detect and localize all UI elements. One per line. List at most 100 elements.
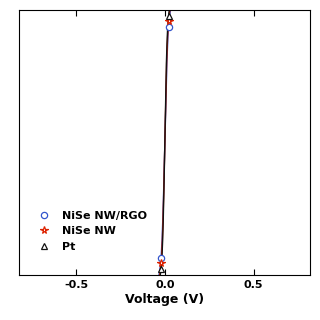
NiSe NW/RGO bbox=[107, 280, 111, 284]
NiSe NW bbox=[301, 1, 305, 4]
NiSe NW/RGO bbox=[47, 280, 51, 284]
NiSe NW bbox=[256, 1, 260, 4]
NiSe NW bbox=[100, 280, 103, 284]
Pt bbox=[271, 1, 275, 4]
Pt bbox=[129, 280, 133, 284]
NiSe NW bbox=[189, 1, 193, 4]
NiSe NW/RGO bbox=[167, 25, 171, 29]
NiSe NW/RGO bbox=[84, 280, 88, 284]
NiSe NW/RGO bbox=[286, 1, 290, 4]
NiSe NW bbox=[159, 261, 163, 265]
NiSe NW bbox=[174, 1, 178, 4]
Pt bbox=[279, 1, 283, 4]
NiSe NW bbox=[204, 1, 208, 4]
NiSe NW/RGO bbox=[69, 280, 73, 284]
Pt bbox=[189, 1, 193, 4]
NiSe NW bbox=[181, 1, 185, 4]
NiSe NW/RGO bbox=[92, 280, 96, 284]
NiSe NW bbox=[196, 1, 200, 4]
NiSe NW/RGO bbox=[196, 1, 200, 4]
NiSe NW/RGO bbox=[55, 280, 59, 284]
NiSe NW bbox=[264, 1, 268, 4]
NiSe NW bbox=[286, 1, 290, 4]
NiSe NW/RGO bbox=[279, 1, 283, 4]
NiSe NW/RGO bbox=[271, 1, 275, 4]
Pt bbox=[264, 1, 268, 4]
NiSe NW/RGO bbox=[204, 1, 208, 4]
Pt bbox=[204, 1, 208, 4]
NiSe NW bbox=[77, 280, 81, 284]
NiSe NW bbox=[234, 1, 238, 4]
Pt bbox=[100, 280, 103, 284]
Pt bbox=[293, 1, 297, 4]
NiSe NW/RGO bbox=[189, 1, 193, 4]
NiSe NW bbox=[241, 1, 245, 4]
NiSe NW/RGO bbox=[226, 1, 230, 4]
NiSe NW bbox=[69, 280, 73, 284]
NiSe NW/RGO bbox=[159, 256, 163, 260]
Pt bbox=[181, 1, 185, 4]
NiSe NW/RGO bbox=[212, 1, 215, 4]
Pt bbox=[167, 14, 171, 18]
Line: Pt: Pt bbox=[16, 0, 314, 285]
NiSe NW/RGO bbox=[174, 1, 178, 5]
NiSe NW bbox=[32, 280, 36, 284]
Pt bbox=[84, 280, 88, 284]
NiSe NW bbox=[152, 280, 156, 284]
NiSe NW/RGO bbox=[256, 1, 260, 4]
NiSe NW bbox=[129, 280, 133, 284]
NiSe NW bbox=[279, 1, 283, 4]
NiSe NW bbox=[17, 280, 21, 284]
Pt bbox=[55, 280, 59, 284]
NiSe NW/RGO bbox=[152, 280, 156, 284]
Pt bbox=[40, 280, 44, 284]
NiSe NW bbox=[293, 1, 297, 4]
Pt bbox=[301, 1, 305, 4]
Pt bbox=[308, 1, 312, 4]
Pt bbox=[144, 280, 148, 284]
NiSe NW bbox=[122, 280, 126, 284]
Pt bbox=[62, 280, 66, 284]
NiSe NW/RGO bbox=[144, 280, 148, 284]
NiSe NW bbox=[92, 280, 96, 284]
NiSe NW bbox=[219, 1, 223, 4]
NiSe NW/RGO bbox=[181, 1, 185, 4]
NiSe NW/RGO bbox=[100, 280, 103, 284]
NiSe NW bbox=[271, 1, 275, 4]
NiSe NW bbox=[144, 280, 148, 284]
NiSe NW/RGO bbox=[241, 1, 245, 4]
Pt bbox=[77, 280, 81, 284]
Pt bbox=[219, 1, 223, 4]
NiSe NW/RGO bbox=[114, 280, 118, 284]
Pt bbox=[32, 280, 36, 284]
Pt bbox=[25, 280, 28, 284]
NiSe NW bbox=[249, 1, 252, 4]
NiSe NW bbox=[226, 1, 230, 4]
NiSe NW bbox=[84, 280, 88, 284]
Pt bbox=[122, 280, 126, 284]
Pt bbox=[107, 280, 111, 284]
NiSe NW/RGO bbox=[122, 280, 126, 284]
NiSe NW/RGO bbox=[264, 1, 268, 4]
NiSe NW/RGO bbox=[293, 1, 297, 4]
NiSe NW bbox=[167, 20, 171, 23]
Pt bbox=[69, 280, 73, 284]
Pt bbox=[234, 1, 238, 4]
Pt bbox=[137, 280, 140, 284]
Pt bbox=[256, 1, 260, 4]
Pt bbox=[226, 1, 230, 4]
NiSe NW bbox=[114, 280, 118, 284]
NiSe NW bbox=[212, 1, 215, 4]
Legend: NiSe NW/RGO, NiSe NW, Pt: NiSe NW/RGO, NiSe NW, Pt bbox=[28, 206, 152, 256]
NiSe NW/RGO bbox=[17, 280, 21, 284]
Pt bbox=[286, 1, 290, 4]
Pt bbox=[114, 280, 118, 284]
NiSe NW/RGO bbox=[129, 280, 133, 284]
Pt bbox=[92, 280, 96, 284]
NiSe NW/RGO bbox=[77, 280, 81, 284]
NiSe NW/RGO bbox=[137, 280, 140, 284]
NiSe NW/RGO bbox=[40, 280, 44, 284]
Pt bbox=[249, 1, 252, 4]
NiSe NW bbox=[308, 1, 312, 4]
NiSe NW bbox=[47, 280, 51, 284]
